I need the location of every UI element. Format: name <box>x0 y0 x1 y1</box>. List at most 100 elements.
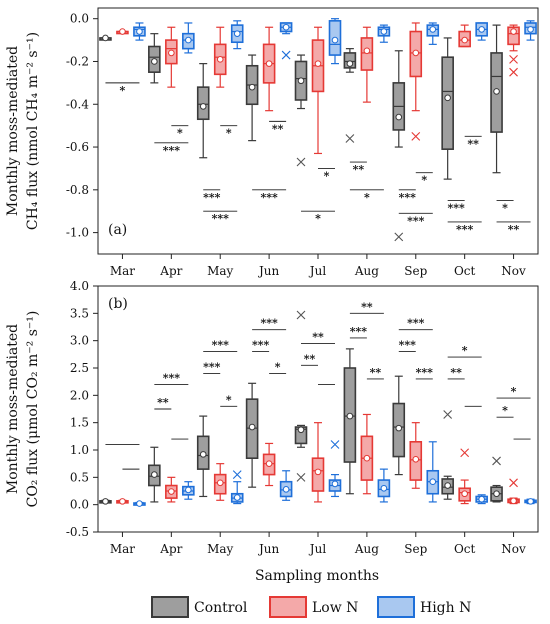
x-tick-label: Aug <box>354 264 379 278</box>
box-control-mar <box>99 34 112 42</box>
box-low-n-may <box>213 26 227 88</box>
box-control-may <box>196 63 210 159</box>
box-high-n-may <box>230 470 244 505</box>
significance-label: * <box>364 191 370 204</box>
significance-label: * <box>120 84 126 97</box>
legend-entry-high-n: High N <box>377 596 471 618</box>
box-control-aug <box>343 48 357 143</box>
significance-label: * <box>421 174 427 187</box>
y-tick-label: 0.0 <box>70 12 89 26</box>
box-high-n-aug <box>377 468 391 503</box>
mean-marker <box>346 412 354 420</box>
outlier-marker <box>492 456 501 466</box>
outlier-marker <box>232 470 242 479</box>
box-low-n-oct <box>458 448 471 505</box>
box-high-n-aug <box>377 24 391 43</box>
significance-label: *** <box>456 223 474 236</box>
box-low-n-may <box>213 463 227 501</box>
outlier-marker <box>345 134 355 143</box>
mean-marker <box>199 103 207 110</box>
x-tick-label: Apr <box>159 264 182 278</box>
y-tick-label: 4.0 <box>70 279 89 293</box>
x-tick-label: Jun <box>257 542 280 556</box>
mean-marker <box>314 60 322 67</box>
significance-label: *** <box>212 339 230 352</box>
panel-label: (a) <box>108 222 127 238</box>
legend-entry-low-n: Low N <box>269 596 358 618</box>
box-control-aug <box>343 348 357 495</box>
mean-marker <box>185 486 192 494</box>
significance-label: * <box>511 385 517 398</box>
mean-marker <box>444 94 451 102</box>
significance-label: * <box>315 212 321 225</box>
box-high-n-mar <box>133 500 146 507</box>
significance-label: ** <box>450 366 462 379</box>
mean-marker <box>297 77 305 85</box>
outlier-marker <box>509 478 518 488</box>
box-low-n-jul <box>311 422 325 503</box>
mean-marker <box>412 49 420 57</box>
legend-swatch <box>151 596 189 618</box>
x-tick-label: Mar <box>110 542 135 556</box>
significance-label: *** <box>260 191 278 204</box>
mean-marker <box>380 484 388 492</box>
box-control-may <box>196 415 210 498</box>
box-high-n-oct <box>475 22 488 41</box>
y-tick-label: -0.2 <box>66 54 89 68</box>
x-tick-label: Sep <box>404 264 427 278</box>
x-tick-label: Jul <box>308 264 327 278</box>
significance-label: *** <box>448 202 466 215</box>
outlier-marker <box>296 310 306 320</box>
mean-marker <box>363 454 371 462</box>
x-axis-title: Sampling months <box>255 568 379 584</box>
y-axis-title-line2: CH₄ flux (nmol CH₄ m⁻² s⁻¹) <box>25 32 41 230</box>
significance-label: ** <box>272 122 284 135</box>
mean-marker <box>136 500 143 507</box>
box-control-sep <box>392 375 406 476</box>
mean-marker <box>265 60 273 67</box>
mean-marker <box>248 423 256 431</box>
legend-label: High N <box>420 600 471 616</box>
mean-marker <box>151 58 158 65</box>
mean-marker <box>119 28 126 35</box>
significance-label: ** <box>312 330 324 343</box>
y-axis-title-line1: Monthly moss-mediated <box>5 46 21 216</box>
mean-marker <box>282 486 290 493</box>
box-high-n-jul <box>328 440 342 498</box>
mean-marker <box>136 28 143 35</box>
box-low-n-mar <box>116 498 129 505</box>
significance-label: *** <box>407 214 425 227</box>
significance-label: ** <box>157 396 169 409</box>
legend-entry-control: Control <box>151 596 248 618</box>
mean-marker <box>185 36 192 44</box>
box-low-n-oct <box>458 24 471 48</box>
box-high-n-sep <box>426 441 440 503</box>
box-low-n-aug <box>360 26 374 103</box>
box-low-n-nov <box>507 24 520 77</box>
mean-marker <box>510 28 517 35</box>
x-tick-label: Jun <box>257 264 280 278</box>
y-tick-label: -0.6 <box>66 140 89 154</box>
x-tick-label: Oct <box>454 264 476 278</box>
box-high-n-mar <box>133 22 146 41</box>
significance-label: ** <box>508 223 520 236</box>
box-low-n-aug <box>360 413 374 495</box>
legend-swatch <box>269 596 307 618</box>
mean-marker <box>478 26 485 33</box>
box-high-n-apr <box>182 481 195 500</box>
significance-label: *** <box>163 371 181 384</box>
box-control-jul <box>294 54 308 167</box>
outlier-marker <box>330 440 340 449</box>
mean-marker <box>380 28 388 35</box>
mean-marker <box>527 498 534 505</box>
mean-marker <box>216 479 224 487</box>
x-tick-label: Aug <box>354 542 379 556</box>
significance-label: ** <box>370 366 382 379</box>
box-control-oct <box>441 37 454 180</box>
significance-label: * <box>226 393 232 406</box>
panel-a-ch4-flux: 0.0 -0.2 -0.4 -0.6 -0.8 -1.0 Mar Apr May Jun Jul Au… <box>5 7 539 278</box>
mean-marker <box>102 34 109 42</box>
y-axis-title-line2: CO₂ flux (μmol CO₂ m⁻² s⁻¹) <box>25 311 41 508</box>
y-tick-label: 0.0 <box>70 498 89 512</box>
mean-marker <box>119 498 126 505</box>
